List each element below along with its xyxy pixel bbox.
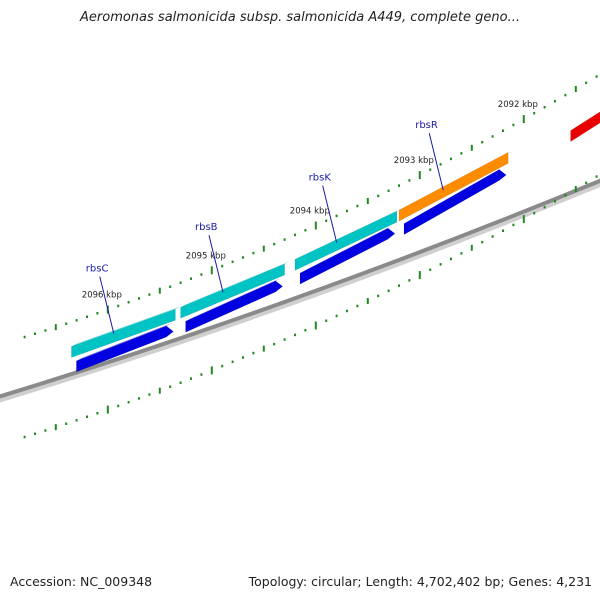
gene-label-rbsC: rbsC (86, 264, 109, 275)
gene-rbsB-top-face (180, 261, 290, 308)
gene-label-rbsK: rbsK (309, 173, 332, 184)
gene-label-rbsR: rbsR (415, 120, 438, 131)
ruler-label: 2092 kbp (498, 100, 538, 110)
ruler-labels: 2087 kbp2088 kbp2089 kbp2090 kbp2091 kbp… (82, 100, 538, 301)
gene-label-rbsB: rbsB (195, 222, 218, 233)
gene-label-leader (208, 235, 224, 293)
ruler-label: 2095 kbp (186, 251, 226, 261)
cds-rbsR[interactable] (403, 169, 507, 236)
cds-rbsC[interactable] (76, 325, 174, 373)
cds-rbsC-top-face (76, 323, 172, 361)
gene-ASA_1965[interactable] (570, 22, 600, 143)
gene-labels: rbsCrbsBrbsKrbsRASA_1965ASA_1964cobBASA_… (86, 120, 444, 334)
genome-summary-text: Topology: circular; Length: 4,702,402 bp… (248, 574, 592, 589)
cds-rbsK-top-face (300, 225, 393, 274)
gene-features (71, 22, 600, 373)
genome-backbone-shadow (0, 180, 600, 403)
gene-rbsR-top-face (399, 149, 514, 211)
cds-rbsB[interactable] (185, 280, 284, 333)
gene-rbsC[interactable] (71, 308, 176, 358)
gene-rbsR[interactable] (398, 151, 509, 222)
cds-rbsK[interactable] (299, 227, 396, 285)
gene-rbsK[interactable] (294, 210, 398, 271)
top-ruler-ticks (23, 75, 598, 339)
gene-label-leader (322, 185, 338, 243)
map-title: Aeromonas salmonicida subsp. salmonicida… (80, 10, 520, 25)
gene-rbsC-top-face (71, 306, 181, 347)
gene-label-leader (99, 276, 115, 334)
cds-rbsB-top-face (185, 278, 281, 322)
gene-rbsB[interactable] (180, 263, 285, 319)
ruler-label: 2096 kbp (82, 291, 122, 301)
ruler-label: 2094 kbp (290, 207, 330, 217)
gene-ASA_1965-top-face (570, 111, 600, 131)
gene-rbsK-top-face (295, 208, 402, 260)
accession-text: Accession: NC_009348 (10, 574, 153, 589)
gene-label-leader (428, 132, 444, 191)
ruler-label: 2093 kbp (394, 156, 434, 166)
bottom-ruler-ticks (23, 175, 598, 439)
genome-backbone (0, 178, 600, 399)
